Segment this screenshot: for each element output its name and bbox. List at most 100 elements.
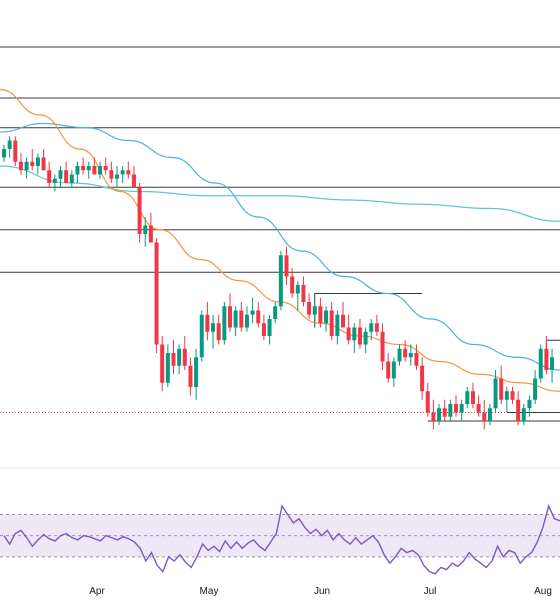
candle-body [476,404,481,413]
candle-body [92,166,97,175]
candle-body [374,323,379,332]
candle-body [278,255,283,307]
candle-body [386,361,391,379]
candle-body [256,310,261,324]
candle-body [182,348,187,366]
candle-body [341,314,345,328]
candle-body [487,408,492,421]
candle-body [228,306,232,328]
candle-body [290,276,295,294]
candle-body [516,399,521,421]
candle-body [391,361,396,379]
candle-body [177,348,182,366]
candle-body [312,306,317,315]
candle-body [307,302,312,315]
candle-body [335,314,340,336]
candle-body [397,348,402,362]
candle-body [188,365,193,387]
candle-body [284,255,289,277]
candle-body [7,140,12,149]
candle-body [52,178,57,183]
candle-body [148,225,153,243]
x-tick-label: May [200,586,219,597]
x-tick-label: Jun [314,586,330,597]
candle-body [425,391,430,413]
candle-body [64,170,69,183]
candle-body [493,378,498,409]
candle-body [261,323,266,336]
candle-body [420,365,425,392]
candle-body [363,331,368,345]
candle-body [499,378,504,400]
candle-body [329,310,334,336]
candle-body [13,140,18,162]
candle-body [47,170,52,183]
candle-body [222,306,227,341]
candle-body [154,242,159,345]
candle-body [527,399,532,409]
candle-body [403,348,408,358]
candle-body [544,348,549,370]
candle-body [510,391,515,400]
candle-body [233,310,238,328]
candle-body [448,404,453,417]
candle-body [41,157,46,171]
candle-body [454,404,458,413]
candle-body [103,166,108,171]
candle-body [69,174,74,183]
candle-body [160,344,165,383]
candle-body [442,408,447,417]
candle-body [199,314,204,358]
candle-body [86,166,91,171]
candle-body [324,310,329,324]
candle-body [295,285,300,294]
candle-body [137,187,142,234]
candle-body [533,378,538,400]
candle-body [171,353,176,366]
candle-body [380,331,385,362]
candle-body [98,166,103,175]
candle-body [273,306,278,319]
rsi-line [3,503,560,575]
candle-body [194,357,199,387]
candle-body [346,327,351,341]
candle-body [120,170,125,175]
candle-body [521,408,526,421]
candle-body [550,357,555,370]
ma-cyan-line [0,165,560,222]
candle-body [115,174,119,179]
candle-body [504,391,509,400]
candle-body [24,161,29,171]
candle-body [131,174,136,188]
candle-body [369,323,374,332]
candle-body [244,314,249,328]
candle-body [250,310,255,315]
x-tick-label: Aug [534,586,552,597]
candle-body [2,149,6,158]
candle-body [431,412,436,421]
candle-body [357,327,362,345]
x-tick-label: Apr [89,586,105,597]
candle-body [75,166,80,175]
candle-body [352,327,357,341]
ma-orange-line [0,88,560,392]
candle-body [109,170,114,179]
candle-body [482,412,487,421]
rsi-band [0,514,560,557]
candle-body [470,391,475,404]
candle-body [126,170,131,175]
candle-body [205,314,210,332]
candle-body [318,306,323,324]
candle-body [301,285,306,302]
x-tick-label: Jul [424,586,437,597]
candle-body [239,310,244,328]
candle-body [465,391,470,404]
candle-body [211,323,216,332]
candle-body [30,161,35,166]
candle-body [414,353,419,366]
candle-body [81,166,86,171]
candle-body [18,161,23,171]
candle-body [58,170,63,179]
